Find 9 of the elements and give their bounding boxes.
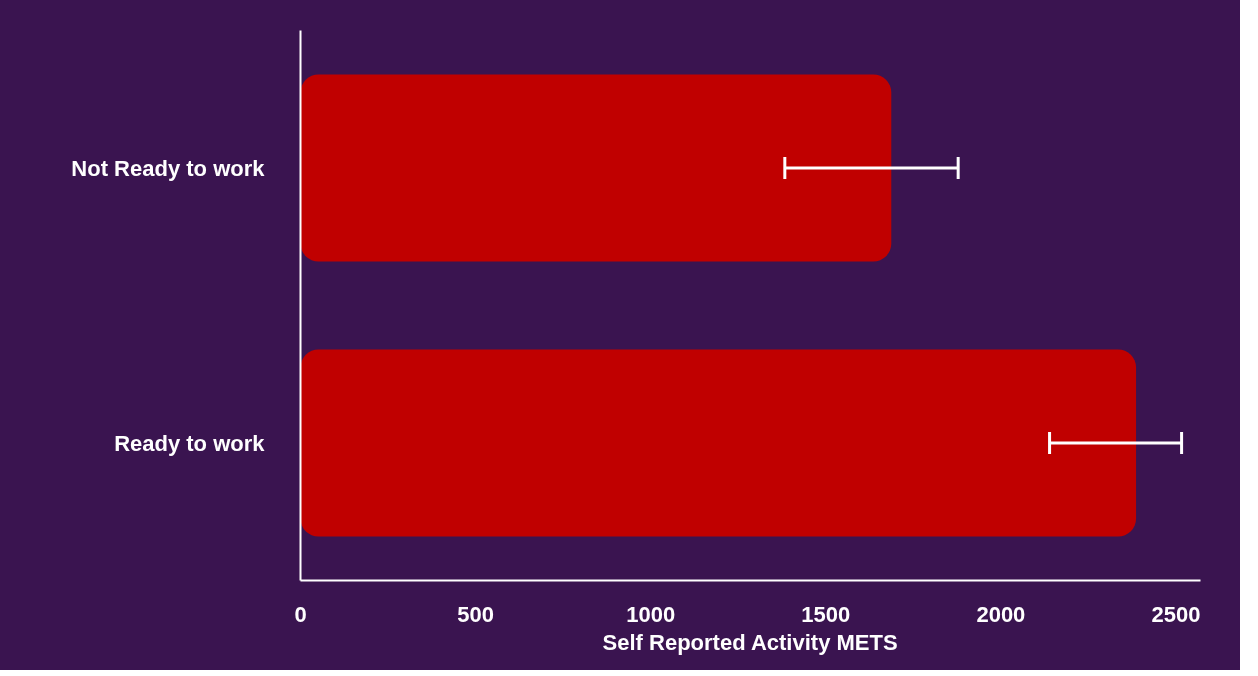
x-axis-title: Self Reported Activity METS [602,629,898,655]
x-tick-label: 1000 [626,601,676,627]
y-tick-label: Not Ready to work [71,155,266,181]
x-tick-label: 2000 [976,601,1026,627]
y-tick-label: Ready to work [114,430,266,456]
x-tick-label: 0 [294,601,307,627]
x-tick-label: 500 [457,601,494,627]
x-tick-label: 1500 [801,601,851,627]
x-tick-label: 2500 [1151,601,1201,627]
